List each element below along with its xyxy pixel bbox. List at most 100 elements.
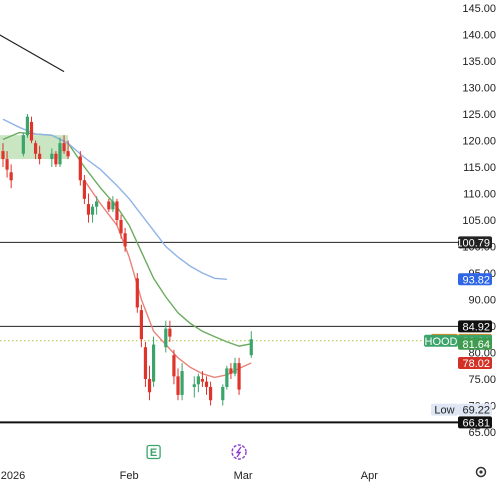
candle[interactable] bbox=[95, 196, 99, 215]
earnings-badge-label: E bbox=[150, 447, 157, 459]
candle[interactable] bbox=[143, 341, 148, 387]
candle[interactable] bbox=[147, 365, 152, 401]
candle-body bbox=[237, 363, 241, 390]
price-tag-value: 84.92 bbox=[462, 321, 490, 333]
candle-body bbox=[147, 379, 152, 393]
candle[interactable] bbox=[21, 132, 25, 157]
price-tag-label-bg bbox=[431, 403, 458, 416]
y-tick-label: 115.00 bbox=[463, 162, 496, 174]
candle[interactable] bbox=[33, 140, 38, 160]
candle[interactable] bbox=[192, 376, 196, 398]
x-tick-label: 2026 bbox=[1, 470, 25, 482]
candle[interactable] bbox=[38, 145, 42, 165]
candle[interactable] bbox=[225, 365, 229, 390]
price-tag[interactable]: 81.64 bbox=[458, 337, 492, 351]
y-tick-label: 65.00 bbox=[468, 427, 496, 439]
candle[interactable] bbox=[221, 384, 225, 406]
candle-body bbox=[78, 156, 82, 181]
candle[interactable] bbox=[82, 174, 86, 205]
price-tag[interactable]: 84.92 bbox=[458, 320, 492, 333]
candle[interactable] bbox=[164, 320, 168, 353]
price-tag[interactable]: 78.02 bbox=[458, 356, 492, 370]
candle[interactable] bbox=[208, 381, 213, 406]
candle-body bbox=[90, 206, 95, 215]
y-tick-label: 125.00 bbox=[462, 109, 496, 121]
candle[interactable] bbox=[249, 331, 253, 358]
candle[interactable] bbox=[233, 357, 237, 377]
price-tag[interactable]: 69.22 Low bbox=[431, 403, 492, 417]
y-axis: 145.00 140.00 135.00 130.00 125.00 120.00 115.… bbox=[462, 3, 496, 439]
candle-body bbox=[229, 368, 233, 374]
candle[interactable] bbox=[58, 137, 62, 167]
candle[interactable] bbox=[78, 151, 82, 186]
split-event-icon[interactable] bbox=[231, 444, 247, 460]
candle-body bbox=[249, 339, 253, 356]
candle-body bbox=[111, 201, 115, 210]
candle-body bbox=[196, 376, 200, 385]
candle-body bbox=[208, 386, 213, 401]
lightning-icon bbox=[235, 446, 242, 458]
candle[interactable] bbox=[119, 214, 123, 239]
candle[interactable] bbox=[168, 320, 172, 342]
candle-body bbox=[151, 344, 156, 382]
settings-button[interactable] bbox=[475, 466, 487, 478]
x-axis: 2026 Feb Mar Apr bbox=[1, 470, 378, 482]
candle-body bbox=[164, 328, 168, 348]
candle[interactable] bbox=[115, 198, 119, 226]
candle[interactable] bbox=[200, 371, 205, 387]
price-tag-value: 69.22 bbox=[462, 405, 490, 417]
candle[interactable] bbox=[90, 204, 95, 223]
candle[interactable] bbox=[111, 196, 115, 213]
price-tag[interactable]: 100.79 bbox=[456, 236, 492, 249]
y-tick-label: 145.00 bbox=[462, 3, 496, 15]
candle[interactable] bbox=[123, 227, 127, 252]
price-tag[interactable]: 93.82 bbox=[458, 273, 492, 286]
price-tag-bg bbox=[458, 356, 492, 369]
candle[interactable] bbox=[9, 164, 13, 189]
candle-body bbox=[221, 386, 225, 401]
earnings-badge bbox=[146, 444, 161, 460]
candle[interactable] bbox=[172, 349, 176, 385]
candle[interactable] bbox=[66, 140, 70, 160]
candle[interactable] bbox=[54, 151, 58, 167]
candle[interactable] bbox=[196, 373, 200, 393]
y-tick-label: 75.00 bbox=[468, 374, 496, 386]
candle[interactable] bbox=[107, 198, 111, 213]
candle[interactable] bbox=[229, 363, 233, 379]
candle-body bbox=[139, 310, 143, 340]
candle[interactable] bbox=[86, 193, 91, 223]
trendline[interactable] bbox=[0, 34, 65, 73]
price-tag-bg bbox=[458, 273, 492, 286]
horizontal-lines-layer bbox=[0, 241, 458, 424]
candle-body bbox=[107, 201, 111, 210]
y-tick-label: 110.00 bbox=[463, 189, 496, 201]
price-tag-label: HOOD bbox=[425, 336, 458, 348]
candle[interactable] bbox=[5, 151, 9, 178]
candle[interactable] bbox=[139, 304, 143, 348]
events-layer[interactable]: E bbox=[146, 444, 247, 460]
price-tag[interactable]: 66.81 bbox=[458, 416, 492, 429]
candle-body bbox=[54, 153, 58, 165]
candle[interactable] bbox=[1, 143, 5, 167]
candle[interactable] bbox=[29, 116, 34, 144]
price-tag-value: 93.82 bbox=[462, 274, 490, 286]
price-tag-label: Low bbox=[434, 405, 454, 417]
earnings-event-marker[interactable]: E bbox=[146, 444, 161, 460]
moving-averages-layer bbox=[2, 118, 252, 379]
candle[interactable] bbox=[151, 336, 156, 387]
candle[interactable] bbox=[50, 148, 54, 167]
gear-icon bbox=[475, 466, 487, 478]
candles-layer[interactable] bbox=[1, 114, 253, 406]
candle[interactable] bbox=[176, 368, 180, 401]
candle-body bbox=[176, 376, 180, 395]
candle[interactable] bbox=[237, 357, 241, 395]
candle[interactable] bbox=[25, 114, 30, 138]
candle-body bbox=[38, 153, 42, 160]
candle[interactable] bbox=[135, 273, 139, 313]
candle[interactable] bbox=[180, 363, 184, 401]
x-tick-label: Mar bbox=[234, 470, 253, 482]
candle[interactable] bbox=[204, 376, 209, 395]
candle[interactable] bbox=[62, 135, 66, 154]
